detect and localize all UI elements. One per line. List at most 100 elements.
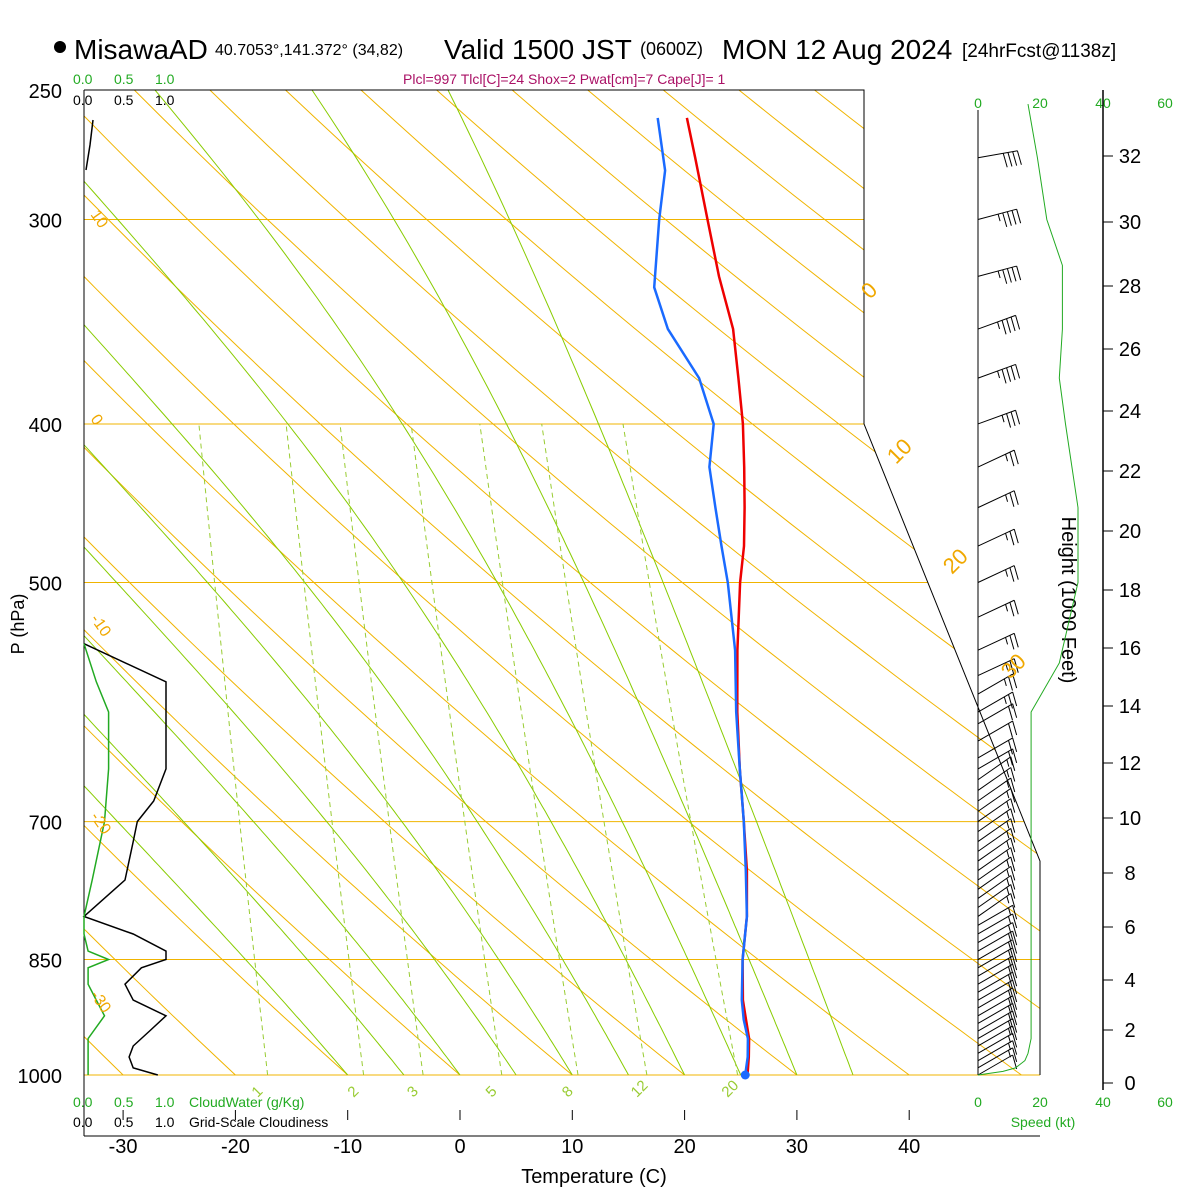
- wind-barb-flag: [1009, 635, 1015, 650]
- dry-adiabat-40: [84, 90, 910, 1075]
- wind-barb-730: [977, 828, 1016, 852]
- speed-tick-top-3: 60: [1157, 95, 1173, 111]
- wind-barb-halfflag: [1003, 678, 1007, 686]
- wind-barb-flag: [1012, 980, 1018, 995]
- wind-barb-flag: [1012, 930, 1018, 946]
- wind-barb-flag: [1002, 153, 1008, 168]
- height-tick-18: 18: [1119, 580, 1141, 602]
- wind-barb-450: [977, 490, 1019, 509]
- wind-barb-flag: [1010, 365, 1016, 381]
- dry-adiabat-90: [179, 90, 1040, 1075]
- wind-barb-shaft: [977, 1025, 1013, 1047]
- wind-barb-flag: [1008, 998, 1013, 1013]
- wind-barb-930: [977, 1003, 1018, 1024]
- wind-barb-425: [977, 449, 1019, 468]
- wind-barb-flag: [1009, 567, 1015, 582]
- wind-barb-940: [977, 1010, 1018, 1032]
- dry-adiabat-label-right-2: 20: [938, 544, 973, 579]
- wind-barb-shaft: [977, 837, 1012, 862]
- surface-parcel-marker: [740, 1070, 750, 1080]
- wind-barb-flag: [1008, 924, 1013, 940]
- wind-barb-flag: [1006, 367, 1012, 382]
- wind-barb-flag: [1008, 740, 1013, 755]
- wind-barb-shaft: [977, 787, 1012, 812]
- height-tick-24: 24: [1119, 401, 1141, 423]
- cloudiness-line: [82, 643, 168, 1076]
- x-tick--20: -20: [221, 1136, 250, 1158]
- wind-barb-halfflag: [1008, 1035, 1011, 1043]
- wind-barb-shaft: [977, 150, 1018, 159]
- wind-barb-shaft: [977, 737, 1013, 759]
- mixing-ratio-label-20: 20: [718, 1077, 742, 1101]
- wind-barb-flag: [1009, 602, 1015, 617]
- wind-barb-flag: [1007, 152, 1013, 167]
- wind-barb-980: [977, 1040, 1018, 1062]
- moist-adiabat--10: [84, 90, 349, 1075]
- mixing-ratio-8: [479, 423, 579, 1075]
- x-tick--30: -30: [109, 1136, 138, 1158]
- wind-barb-halfflag: [1006, 770, 1010, 778]
- dry-adiabat--20: [84, 90, 236, 1075]
- height-axis-title: Height (1000 Feet): [1057, 517, 1079, 684]
- wind-barb-325: [977, 265, 1022, 284]
- wind-barb-shaft: [977, 409, 1016, 425]
- wind-barb-halfflag: [1006, 821, 1010, 829]
- wind-barb-flag: [1008, 966, 1013, 981]
- height-tick-26: 26: [1119, 339, 1141, 361]
- wind-barb-750: [977, 847, 1016, 872]
- wind-barb-flag: [1011, 267, 1017, 282]
- wind-barb-shaft: [977, 673, 1013, 695]
- wind-barb-shaft: [977, 963, 1013, 985]
- cloud-scale-bottom-black-0: 0.0: [73, 1114, 93, 1130]
- wind-barb-1000: [977, 1054, 1018, 1076]
- wind-barb-flag: [1008, 974, 1013, 989]
- dry-adiabat-130: [478, 90, 1040, 1075]
- wind-barb-flag: [1010, 788, 1016, 803]
- wind-speed-profile: [977, 104, 1079, 1076]
- wind-barb-halfflag: [1006, 896, 1010, 904]
- mixing-ratio-5: [410, 423, 503, 1075]
- wind-barb-flag: [1012, 947, 1018, 962]
- moist-adiabat-10: [84, 90, 573, 1075]
- dry-adiabat-label-left-1: 0: [87, 411, 106, 428]
- cloud-scale-bottom-black-1: 0.5: [114, 1114, 134, 1130]
- x-tick-30: 30: [786, 1136, 808, 1158]
- wind-barb-shaft: [977, 599, 1015, 618]
- dry-adiabat-220: [1151, 61, 1200, 1075]
- wind-barb-halfflag: [1006, 859, 1010, 867]
- wind-barb-flag: [1015, 315, 1021, 330]
- wind-barb-shaft: [977, 922, 1013, 944]
- pressure-tick-1000: 1000: [18, 1066, 63, 1088]
- wind-barb-flag: [1010, 777, 1016, 793]
- wind-barb-720: [977, 818, 1016, 842]
- wind-barb-shaft: [977, 748, 1013, 770]
- wind-barb-flag: [1008, 933, 1013, 948]
- forecast-label: [24hrFcst@1138z]: [962, 41, 1116, 62]
- wind-barb-halfflag: [1008, 1042, 1011, 1051]
- wind-barb-halfflag: [1005, 533, 1009, 541]
- moist-adiabat-15: [84, 90, 629, 1075]
- mixing-ratio-label-3: 3: [404, 1083, 422, 1101]
- wind-barb-flag: [1008, 751, 1013, 766]
- x-tick--10: -10: [333, 1136, 362, 1158]
- cloud-scale-bottom-green-1: 0.5: [114, 1094, 134, 1110]
- wind-barb-shaft: [977, 720, 1013, 742]
- wind-barb-flag: [1013, 529, 1019, 544]
- diagram-frame: [83, 89, 1041, 1137]
- wind-barb-shaft: [977, 865, 1012, 890]
- wind-barb-shaft: [977, 987, 1013, 1009]
- pressure-tick-400: 400: [29, 415, 62, 437]
- wind-barb-shaft: [977, 930, 1013, 952]
- wind-barb-halfflag: [1005, 637, 1009, 645]
- dry-adiabat-0: [84, 90, 461, 1075]
- dry-adiabat-80: [105, 90, 1040, 1075]
- wind-barb-shaft: [977, 565, 1015, 583]
- wind-barb-flag: [1009, 492, 1015, 507]
- wind-barb-flag: [1012, 922, 1018, 937]
- wind-barb-halfflag: [1006, 831, 1010, 839]
- wind-barb-flag: [1010, 808, 1016, 823]
- wind-barb-870: [977, 955, 1018, 977]
- wind-barb-flag: [1012, 748, 1018, 764]
- wind-barb-flag: [1016, 265, 1022, 281]
